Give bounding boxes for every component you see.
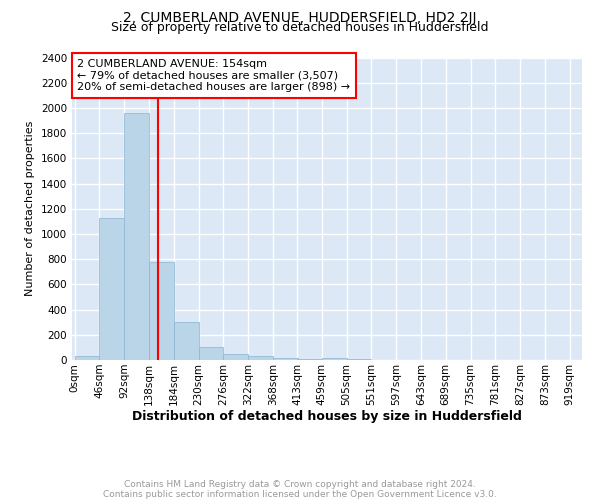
- Text: 2, CUMBERLAND AVENUE, HUDDERSFIELD, HD2 2JJ: 2, CUMBERLAND AVENUE, HUDDERSFIELD, HD2 …: [123, 11, 477, 25]
- Bar: [124, 113, 149, 360]
- Bar: [273, 358, 298, 360]
- Bar: [149, 262, 174, 360]
- Text: 2 CUMBERLAND AVENUE: 154sqm
← 79% of detached houses are smaller (3,507)
20% of : 2 CUMBERLAND AVENUE: 154sqm ← 79% of det…: [77, 59, 350, 92]
- Bar: [248, 356, 273, 360]
- Bar: [174, 322, 199, 360]
- Y-axis label: Number of detached properties: Number of detached properties: [25, 121, 35, 296]
- Text: Size of property relative to detached houses in Huddersfield: Size of property relative to detached ho…: [111, 21, 489, 34]
- Bar: [322, 358, 347, 360]
- Bar: [74, 356, 100, 360]
- Bar: [223, 354, 248, 360]
- Text: Contains HM Land Registry data © Crown copyright and database right 2024.
Contai: Contains HM Land Registry data © Crown c…: [103, 480, 497, 499]
- Bar: [199, 348, 223, 360]
- Bar: [100, 218, 124, 360]
- X-axis label: Distribution of detached houses by size in Huddersfield: Distribution of detached houses by size …: [132, 410, 522, 424]
